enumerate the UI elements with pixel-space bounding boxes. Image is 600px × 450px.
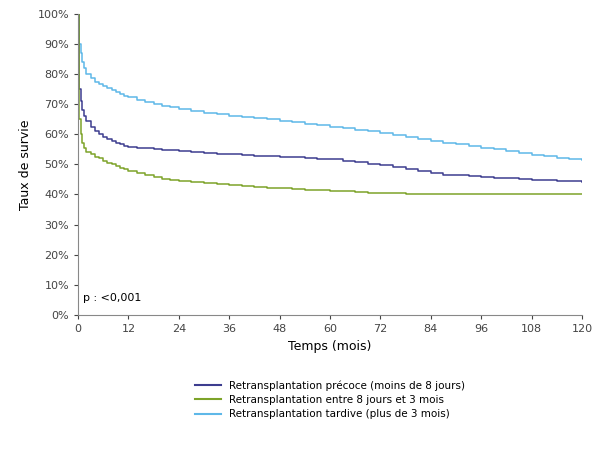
X-axis label: Temps (mois): Temps (mois): [289, 340, 371, 353]
Text: p : <0,001: p : <0,001: [83, 293, 142, 303]
Y-axis label: Taux de survie: Taux de survie: [19, 119, 32, 210]
Legend: Retransplantation précoce (moins de 8 jours), Retransplantation entre 8 jours et: Retransplantation précoce (moins de 8 jo…: [195, 381, 465, 419]
